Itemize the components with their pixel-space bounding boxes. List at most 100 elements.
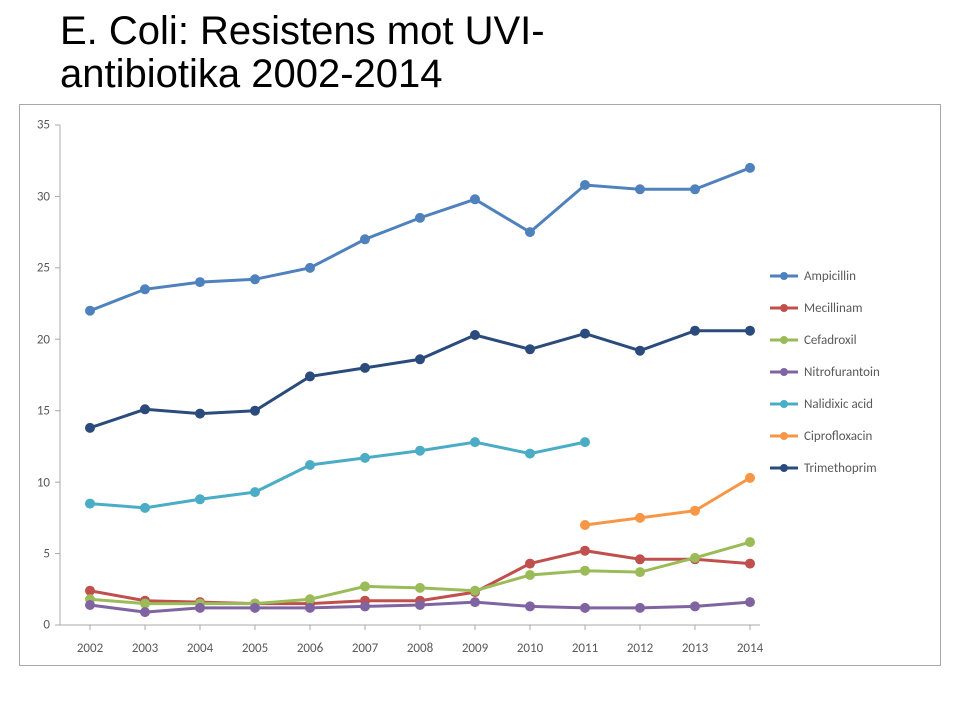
data-point <box>525 345 535 355</box>
y-tick-label: 15 <box>37 404 50 419</box>
data-point <box>690 326 700 336</box>
y-tick-label: 25 <box>37 261 50 276</box>
data-point <box>745 559 755 569</box>
data-point <box>745 326 755 336</box>
data-point <box>250 488 260 498</box>
x-tick-label: 2005 <box>242 641 268 656</box>
data-point <box>745 473 755 483</box>
data-point <box>140 285 150 295</box>
y-axis: 05101520253035 <box>20 125 54 625</box>
x-tick-label: 2012 <box>627 641 653 656</box>
legend-swatch <box>770 270 798 282</box>
legend-item: Nitrofurantoin <box>770 361 930 383</box>
data-point <box>415 583 425 593</box>
data-point <box>140 503 150 513</box>
data-point <box>580 603 590 613</box>
data-point <box>140 608 150 618</box>
x-tick-label: 2002 <box>77 641 103 656</box>
legend-label: Ampicillin <box>804 269 856 284</box>
legend: Ampicillin Mecillinam Cefadroxil Nitrofuran… <box>770 255 930 489</box>
data-point <box>745 538 755 548</box>
data-point <box>745 163 755 173</box>
x-tick-label: 2010 <box>517 641 543 656</box>
data-point <box>580 546 590 556</box>
legend-swatch <box>770 366 798 378</box>
data-point <box>415 355 425 365</box>
data-point <box>525 449 535 459</box>
legend-item: Ciprofloxacin <box>770 425 930 447</box>
data-point <box>250 406 260 416</box>
legend-label: Trimethoprim <box>804 461 877 476</box>
legend-swatch <box>770 462 798 474</box>
legend-label: Mecillinam <box>804 301 862 316</box>
y-tick-label: 0 <box>43 618 50 633</box>
y-tick-label: 35 <box>37 118 50 133</box>
series-line <box>90 443 585 509</box>
data-point <box>85 499 95 509</box>
series-line <box>90 168 750 311</box>
data-point <box>305 595 315 605</box>
series-line <box>585 478 750 525</box>
legend-swatch <box>770 334 798 346</box>
data-point <box>195 278 205 288</box>
data-point <box>415 446 425 456</box>
legend-item: Trimethoprim <box>770 457 930 479</box>
x-tick-label: 2011 <box>572 641 598 656</box>
data-point <box>690 602 700 612</box>
data-point <box>690 553 700 563</box>
title-line1: E. Coli: Resistens mot UVI- <box>60 10 920 53</box>
data-point <box>140 599 150 609</box>
data-point <box>525 602 535 612</box>
data-point <box>195 495 205 505</box>
series-line <box>90 551 750 604</box>
y-tick-label: 20 <box>37 332 50 347</box>
data-point <box>580 566 590 576</box>
data-point <box>470 330 480 340</box>
data-point <box>580 520 590 530</box>
x-tick-label: 2003 <box>132 641 158 656</box>
data-point <box>85 423 95 433</box>
x-tick-label: 2009 <box>462 641 488 656</box>
data-point <box>415 213 425 223</box>
data-point <box>360 363 370 373</box>
data-point <box>85 306 95 316</box>
data-point <box>195 409 205 419</box>
data-point <box>635 346 645 356</box>
data-point <box>525 228 535 238</box>
legend-item: Mecillinam <box>770 297 930 319</box>
data-point <box>195 603 205 613</box>
data-point <box>525 559 535 569</box>
legend-swatch <box>770 430 798 442</box>
data-point <box>360 235 370 245</box>
data-point <box>580 329 590 339</box>
series-line <box>90 543 750 604</box>
data-point <box>580 438 590 448</box>
legend-swatch <box>770 398 798 410</box>
data-point <box>140 405 150 415</box>
data-point <box>305 372 315 382</box>
chart-frame: 05101520253035 2002200320042005200620072… <box>19 104 941 666</box>
y-tick-label: 5 <box>43 546 50 561</box>
legend-label: Cefadroxil <box>804 333 857 348</box>
x-tick-label: 2013 <box>682 641 708 656</box>
legend-label: Ciprofloxacin <box>804 429 872 444</box>
x-axis: 2002200320042005200620072008200920102011… <box>60 641 760 659</box>
data-point <box>360 453 370 463</box>
x-tick-label: 2008 <box>407 641 433 656</box>
legend-item: Nalidixic acid <box>770 393 930 415</box>
data-point <box>635 185 645 195</box>
legend-swatch <box>770 302 798 314</box>
data-point <box>360 602 370 612</box>
data-point <box>250 603 260 613</box>
line-chart-svg <box>60 125 760 625</box>
data-point <box>85 600 95 610</box>
data-point <box>635 513 645 523</box>
data-point <box>635 555 645 565</box>
data-point <box>470 586 480 596</box>
legend-item: Ampicillin <box>770 265 930 287</box>
data-point <box>690 506 700 516</box>
data-point <box>690 185 700 195</box>
data-point <box>415 600 425 610</box>
data-point <box>580 180 590 190</box>
data-point <box>305 263 315 273</box>
